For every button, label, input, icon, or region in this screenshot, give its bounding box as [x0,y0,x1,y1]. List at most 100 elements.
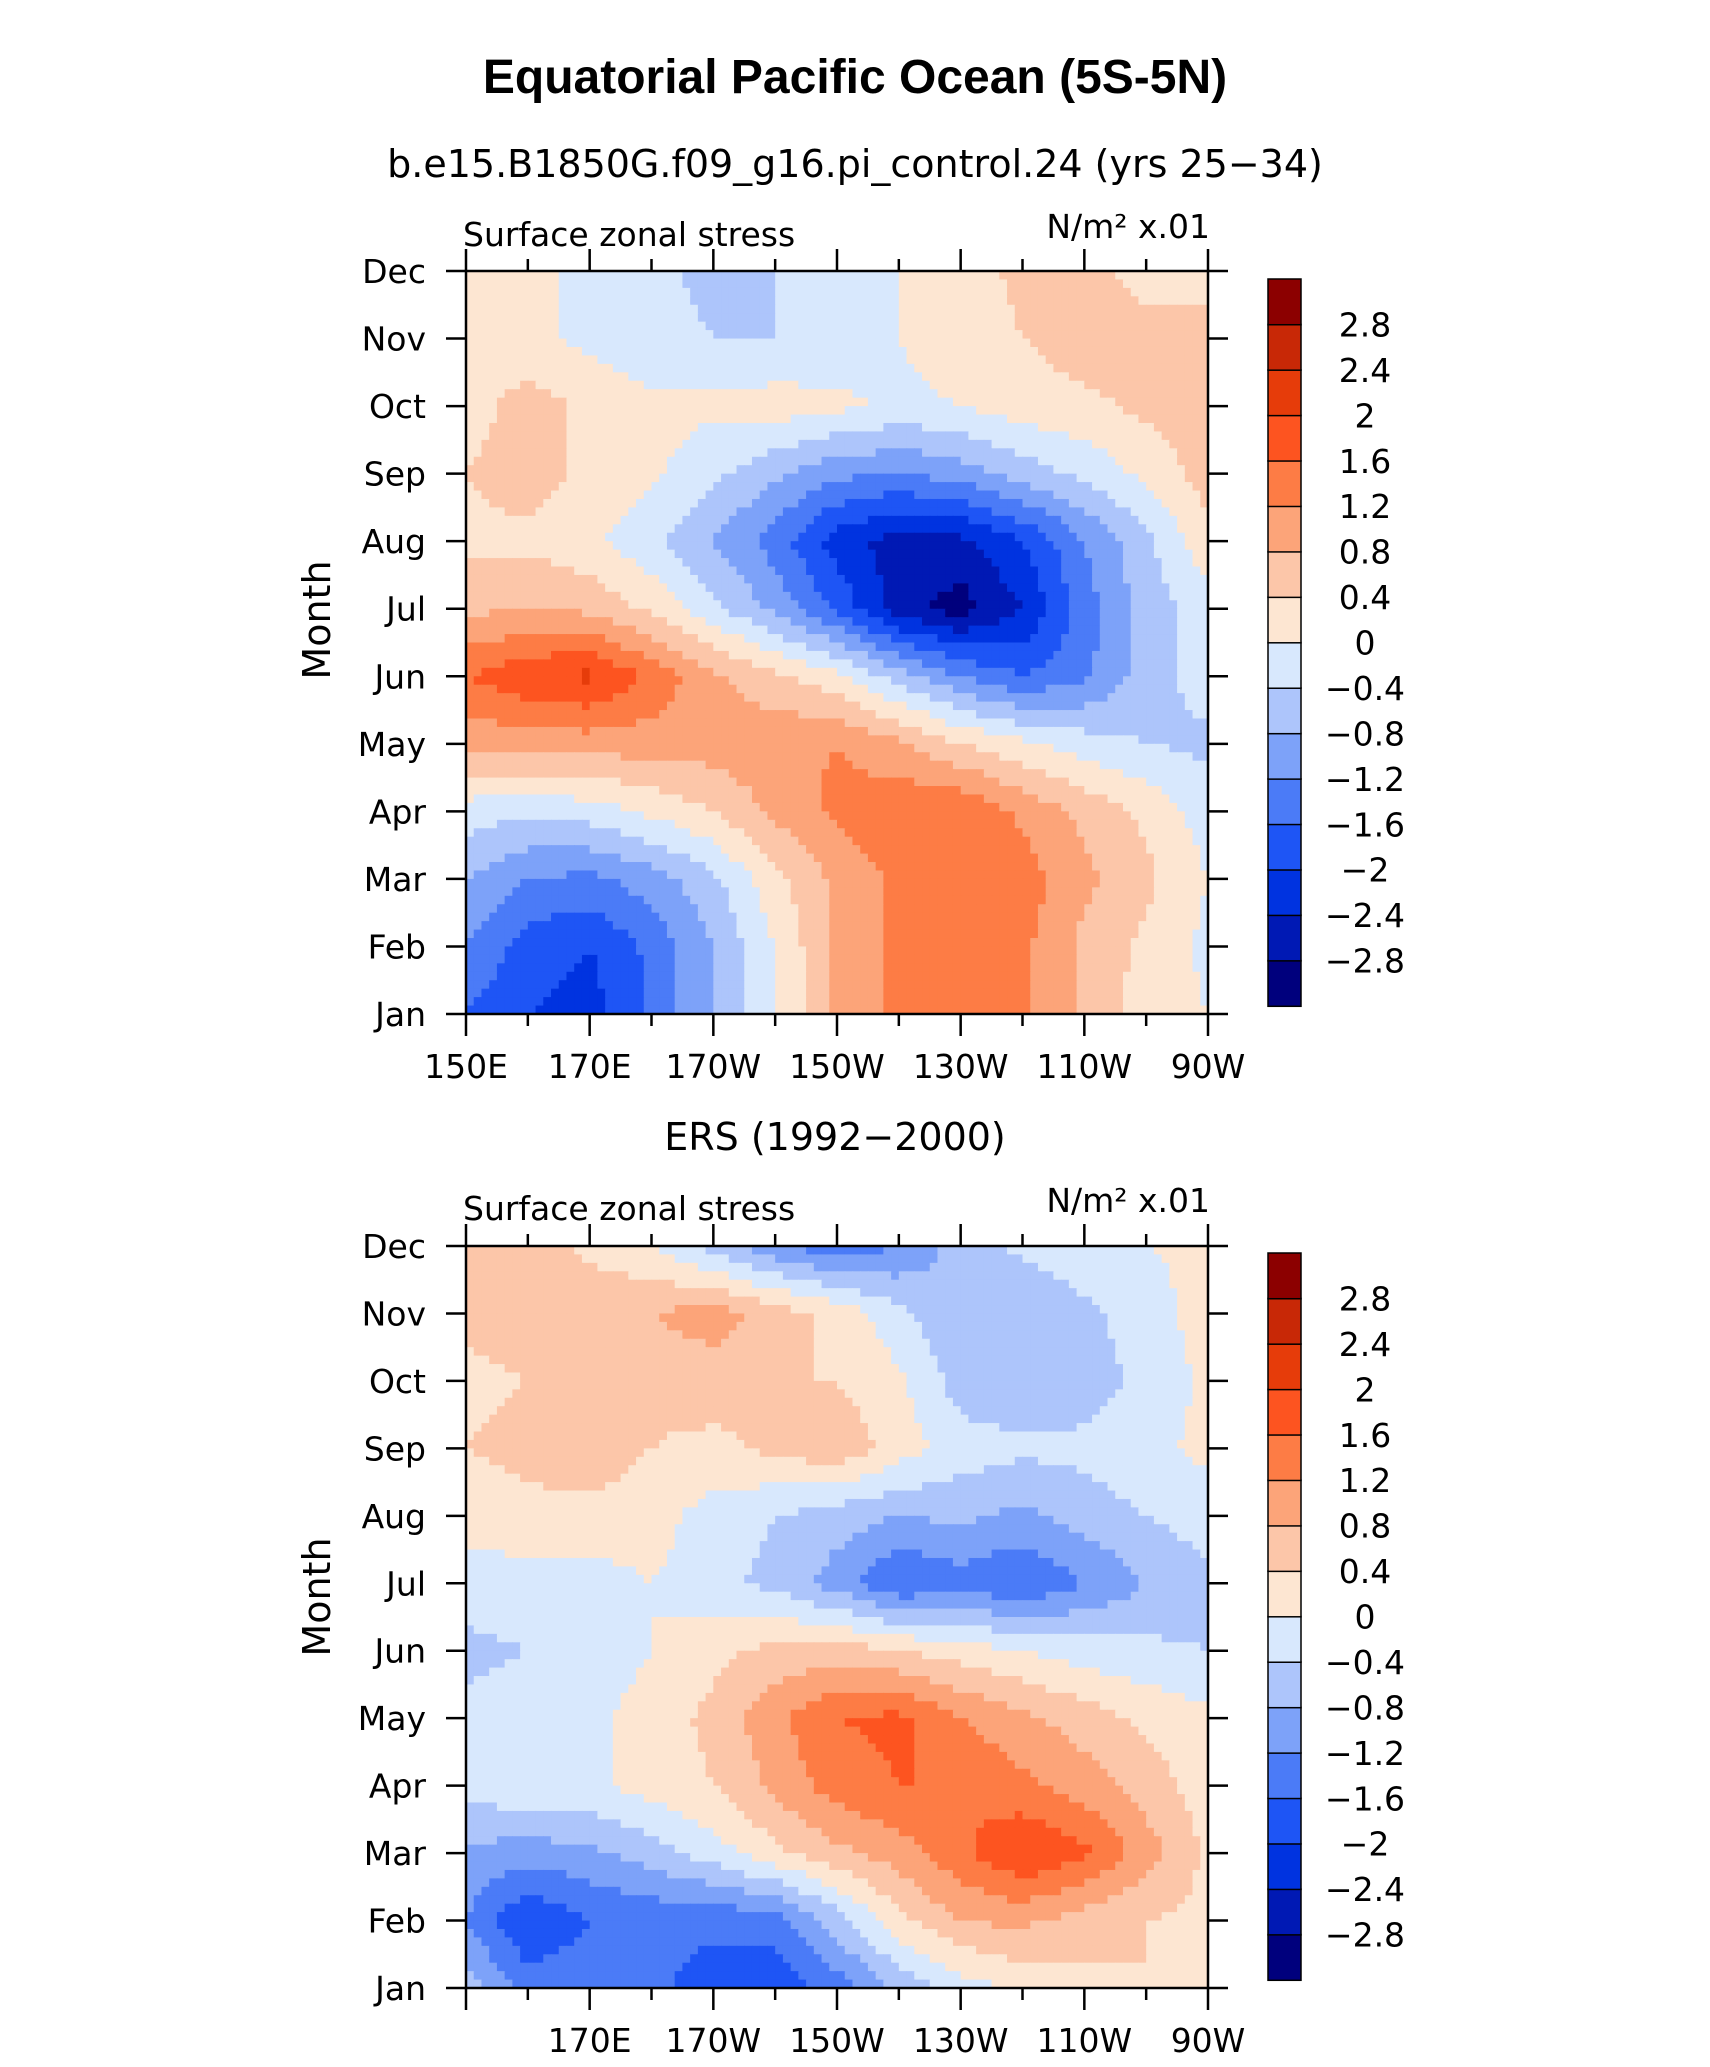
contour-cell [790,650,799,660]
contour-cell [551,465,560,475]
contour-cell [736,355,745,365]
contour-cell [922,431,931,441]
contour-cell [589,338,598,348]
contour-cell [1169,701,1178,711]
contour-cell [1099,338,1109,348]
contour-cell [1107,439,1116,449]
contour-cell [960,659,969,669]
contour-cell [983,406,993,416]
contour-cell [844,625,854,635]
contour-cell [1161,313,1170,323]
contour-cell [728,338,738,348]
contour-cell [721,549,730,559]
contour-cell [1138,642,1147,652]
contour-cell [1099,346,1109,357]
contour-cell [775,431,784,441]
contour-cell [581,304,591,314]
contour-cell [875,507,884,517]
contour-cell [1014,634,1024,644]
contour-cell [489,304,498,314]
contour-cell [914,676,923,686]
contour-cell [1122,558,1132,568]
contour-cell [960,397,969,407]
contour-cell [1130,406,1140,416]
contour-cell [535,591,544,601]
contour-cell [705,541,714,551]
contour-cell [1014,558,1024,568]
contour-cell [1161,304,1170,314]
contour-cell [1068,659,1078,669]
contour-cell [659,650,668,660]
contour-cell [1161,549,1170,559]
contour-cell [929,634,939,644]
contour-cell [1022,473,1031,483]
contour-cell [875,566,884,576]
contour-cell [883,271,892,281]
contour-cell [682,431,691,441]
contour-cell [558,701,568,711]
contour-cell [1092,498,1101,509]
contour-cell [837,406,846,416]
contour-cell [705,625,714,635]
contour-cell [1045,515,1055,525]
contour-cell [891,422,900,433]
contour-cell [1045,667,1055,677]
contour-cell [1084,659,1093,669]
contour-cell [883,701,892,711]
contour-cell [937,397,946,407]
contour-cell [922,507,931,517]
contour-cell [612,330,622,340]
contour-cell [1122,617,1132,627]
contour-cell [1061,515,1070,525]
contour-cell [906,380,915,390]
contour-cell [527,397,537,407]
contour-cell [844,296,854,306]
contour-cell [512,608,521,618]
contour-cell [1130,482,1140,492]
contour-cell [1092,558,1101,568]
contour-cell [751,465,761,475]
contour-cell [713,498,722,509]
contour-cell [883,448,892,458]
contour-cell [891,549,900,559]
contour-cell [713,406,722,416]
contour-cell [1200,634,1208,644]
contour-cell [466,642,475,652]
contour-cell [875,406,884,416]
contour-cell [906,439,915,449]
contour-cell [1153,608,1163,618]
contour-cell [721,380,730,390]
contour-cell [581,389,591,399]
contour-cell [466,701,475,711]
contour-cell [628,406,637,416]
contour-cell [1161,465,1170,475]
contour-cell [744,591,753,601]
contour-cell [1099,422,1109,433]
contour-cell [937,701,946,711]
contour-cell [775,608,784,618]
contour-cell [1177,321,1186,331]
contour-cell [1022,642,1031,652]
contour-cell [883,693,892,703]
contour-cell [659,642,668,652]
contour-cell [929,566,939,576]
contour-cell [728,313,738,323]
contour-cell [512,583,521,593]
contour-cell [744,498,753,509]
contour-cell [1053,346,1062,357]
contour-cell [976,617,985,627]
contour-cell [512,676,521,686]
contour-cell [960,524,969,534]
contour-cell [1007,279,1016,289]
contour-cell [806,498,815,509]
contour-cell [790,313,799,323]
contour-cell [574,372,583,382]
contour-cell [1092,532,1101,542]
contour-cell [744,456,753,466]
contour-cell [914,482,923,492]
contour-cell [566,549,575,559]
contour-cell [690,406,699,416]
contour-cell [659,389,668,399]
contour-cell [906,271,915,281]
contour-cell [860,279,869,289]
